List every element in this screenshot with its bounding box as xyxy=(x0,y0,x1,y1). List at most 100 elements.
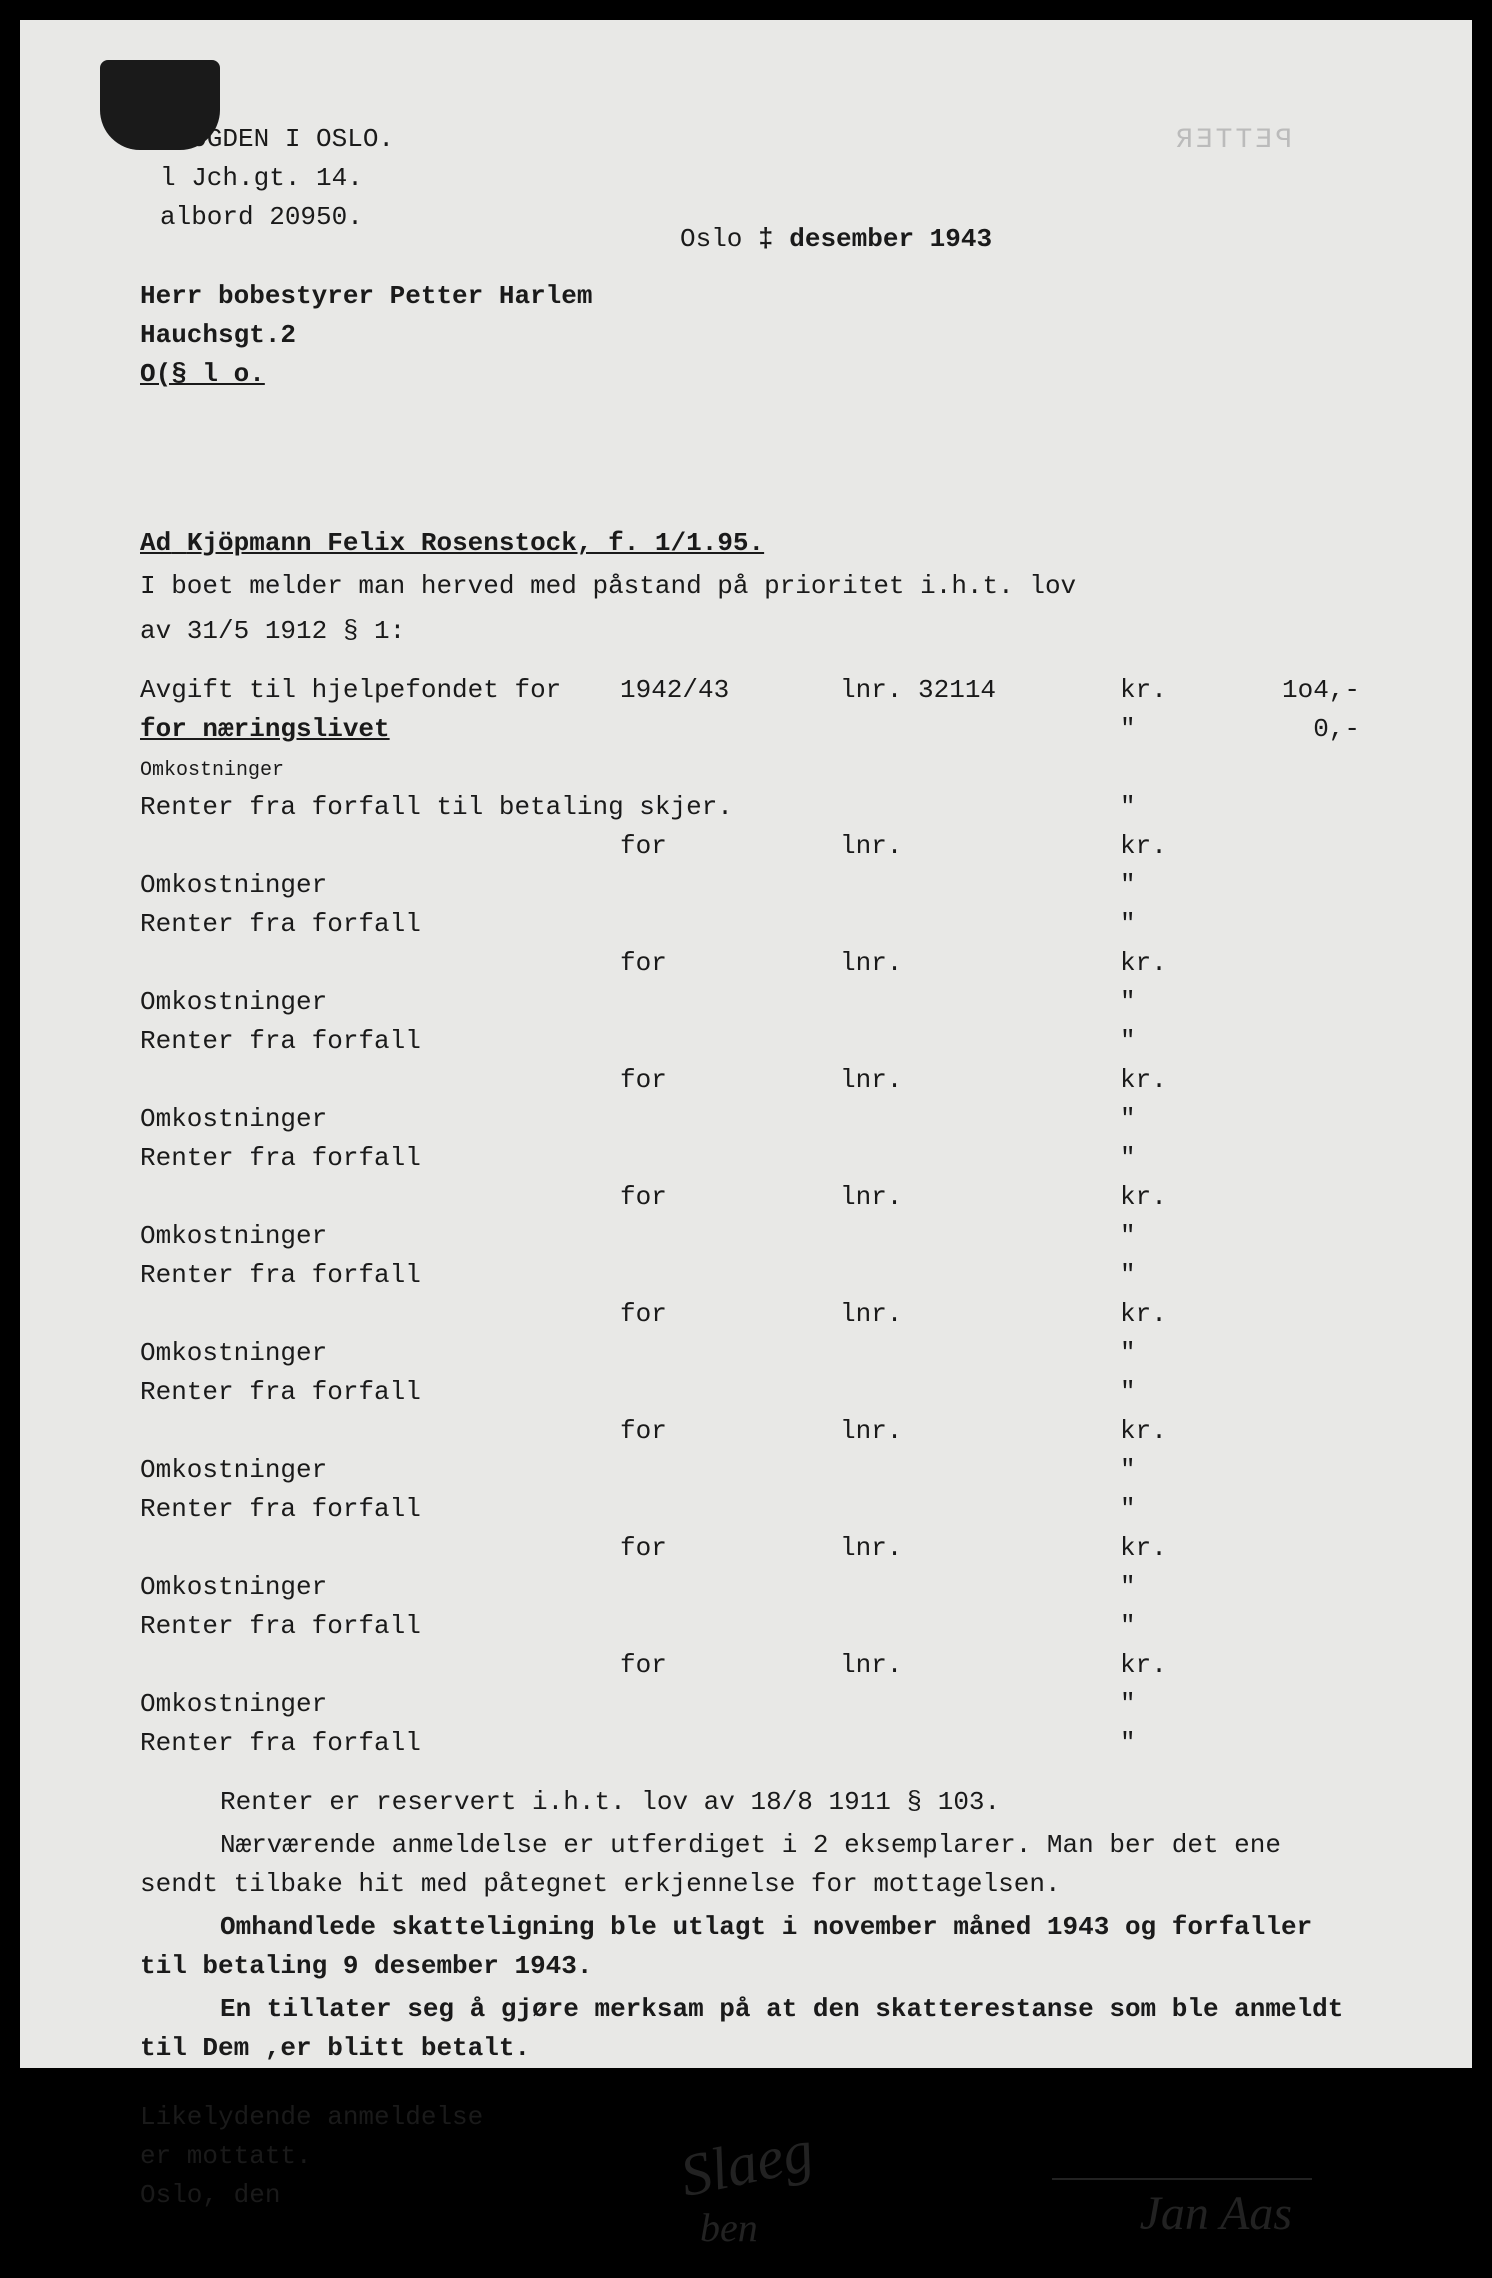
lnr-label: lnr. xyxy=(840,1646,1120,1685)
recipient-line-1: Herr bobestyrer Petter Harlem xyxy=(140,277,1372,316)
omk-label: Omkostninger xyxy=(140,866,620,905)
renter-label: Renter fra forfall xyxy=(140,1139,620,1178)
sub-label: for næringslivet Omkostninger xyxy=(140,710,620,788)
quote-mark: " xyxy=(1120,905,1240,944)
lnr-label: lnr. xyxy=(840,1295,1120,1334)
omk-label: Omkostninger xyxy=(140,983,620,1022)
ledger-omk-row: Omkostninger " xyxy=(140,1568,1372,1607)
fee-lnr: lnr. 32114 xyxy=(840,671,1120,710)
renter-label: Renter fra forfall xyxy=(140,1607,620,1646)
for-label: for xyxy=(620,1529,840,1568)
for-label: for xyxy=(620,944,840,983)
signature-1b: ben xyxy=(700,2198,758,2258)
kr-label: kr. xyxy=(1120,1529,1240,1568)
lnr-label: lnr. xyxy=(840,1529,1120,1568)
omk-label: Omkostninger xyxy=(140,1451,620,1490)
sub-label-main: for næringslivet xyxy=(140,714,390,744)
kr-label: kr. xyxy=(1120,1412,1240,1451)
ledger-row-sub: for næringslivet Omkostninger " 0,- xyxy=(140,710,1372,788)
omk-label: Omkostninger xyxy=(140,1334,620,1373)
ledger-omk-row: Omkostninger " xyxy=(140,1100,1372,1139)
quote-mark: " xyxy=(1120,788,1240,827)
quote-mark: " xyxy=(1120,1139,1240,1178)
quote-mark: " xyxy=(1120,1100,1240,1139)
ledger-omk-row: Omkostninger " xyxy=(140,1217,1372,1256)
ledger-spacer-row: for lnr. kr. xyxy=(140,1529,1372,1568)
binder-clip-shape xyxy=(100,60,220,150)
sub-amount: 0,- xyxy=(1240,710,1360,749)
ledger-spacer-row: for lnr. kr. xyxy=(140,1178,1372,1217)
lnr-label: lnr. xyxy=(840,1178,1120,1217)
fee-label: Avgift til hjelpefondet for xyxy=(140,671,620,710)
omk-label: Omkostninger xyxy=(140,1217,620,1256)
ledger-renter-row: Renter fra forfall " xyxy=(140,1022,1372,1061)
renter-label: Renter fra forfall xyxy=(140,1022,620,1061)
renter-label: Renter fra forfall xyxy=(140,905,620,944)
intro-text: I boet melder man herved med påstand på … xyxy=(140,567,1372,606)
fee-amount: 1o4,- xyxy=(1240,671,1360,710)
omk-label: Omkostninger xyxy=(140,1568,620,1607)
date-value: desember 1943 xyxy=(789,224,992,254)
omk-label: Omkostninger xyxy=(140,1685,620,1724)
ledger-omk-row: Omkostninger " xyxy=(140,1685,1372,1724)
ledger-renter-row: Renter fra forfall " xyxy=(140,1139,1372,1178)
for-label: for xyxy=(620,1412,840,1451)
for-label: for xyxy=(620,827,840,866)
date-marker: ‡ xyxy=(758,224,789,254)
quote-mark: " xyxy=(1120,866,1240,905)
kr-label: kr. xyxy=(1120,1295,1240,1334)
renter-label: Renter fra forfall xyxy=(140,1256,620,1295)
ledger-renter-row: Renter fra forfall " xyxy=(140,1490,1372,1529)
sender-line-2: l Jch.gt. 14. xyxy=(160,159,1372,198)
ledger-spacer-row: for lnr. kr. xyxy=(140,1295,1372,1334)
repeating-rows: for lnr. kr. Omkostninger " Renter fra f… xyxy=(140,827,1372,1763)
subject-line: Ad Kjöpmann Felix Rosenstock, f. 1/1.95. xyxy=(140,524,1372,563)
ledger-spacer-row: for lnr. kr. xyxy=(140,1646,1372,1685)
renter-label: Renter fra forfall xyxy=(140,1490,620,1529)
date-city: Oslo xyxy=(680,224,742,254)
ledger-row-renter-first: Renter fra forfall til betaling skjer. " xyxy=(140,788,1372,827)
ledger-spacer-row: for lnr. kr. xyxy=(140,944,1372,983)
footer-block: Renter er reservert i.h.t. lov av 18/8 1… xyxy=(140,1783,1372,2068)
date-line: Oslo ‡ desember 1943 xyxy=(680,220,992,259)
lnr-label: lnr. xyxy=(840,1412,1120,1451)
reverse-bleed-text: PETTER xyxy=(1173,120,1292,162)
quote-mark: " xyxy=(1120,1451,1240,1490)
subject-text: Kjöpmann Felix Rosenstock, f. 1/1.95. xyxy=(187,528,764,558)
sub-label-omk: Omkostninger xyxy=(140,759,284,782)
for-label: for xyxy=(620,1646,840,1685)
ledger-renter-row: Renter fra forfall " xyxy=(140,905,1372,944)
law-reference: av 31/5 1912 § 1: xyxy=(140,612,1372,651)
recipient-block: Herr bobestyrer Petter Harlem Hauchsgt.2… xyxy=(140,277,1372,394)
quote-mark: " xyxy=(1120,1490,1240,1529)
quote-mark: " xyxy=(1120,1334,1240,1373)
subject-prefix: Ad xyxy=(140,528,171,558)
ledger-renter-row: Renter fra forfall " xyxy=(140,1724,1372,1763)
fee-year: 1942/43 xyxy=(620,671,840,710)
quote-mark: " xyxy=(1120,983,1240,1022)
kr-label: kr. xyxy=(1120,827,1240,866)
kr-label: kr. xyxy=(1120,1646,1240,1685)
quote-mark: " xyxy=(1120,1685,1240,1724)
kr-label: kr. xyxy=(1120,1061,1240,1100)
for-label: for xyxy=(620,1178,840,1217)
renter-first-text: Renter fra forfall til betaling skjer. xyxy=(140,788,1120,827)
quote-mark: " xyxy=(1120,1607,1240,1646)
ledger-renter-row: Renter fra forfall " xyxy=(140,1373,1372,1412)
ledger-spacer-row: for lnr. kr. xyxy=(140,1412,1372,1451)
sub-quote: " xyxy=(1120,710,1240,749)
footer-p1: Renter er reservert i.h.t. lov av 18/8 1… xyxy=(140,1783,1372,1822)
document-page: PETTER EFOGDEN I OSLO. l Jch.gt. 14. alb… xyxy=(20,20,1472,2068)
footer-p2: Nærværende anmeldelse er utferdiget i 2 … xyxy=(140,1826,1372,1904)
ledger-spacer-row: for lnr. kr. xyxy=(140,827,1372,866)
recipient-line-2: Hauchsgt.2 xyxy=(140,316,1372,355)
ledger-omk-row: Omkostninger " xyxy=(140,1451,1372,1490)
ledger-omk-row: Omkostninger " xyxy=(140,983,1372,1022)
quote-mark: " xyxy=(1120,1256,1240,1295)
kr-label: kr. xyxy=(1120,1178,1240,1217)
signature-2: Jan Aas xyxy=(1140,2178,1292,2250)
ledger-renter-row: Renter fra forfall " xyxy=(140,1256,1372,1295)
quote-mark: " xyxy=(1120,1217,1240,1256)
fee-kr: kr. xyxy=(1120,671,1240,710)
lnr-label: lnr. xyxy=(840,944,1120,983)
